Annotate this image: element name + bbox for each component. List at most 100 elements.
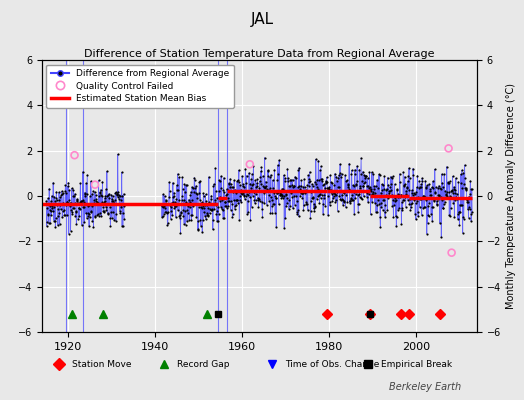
Point xyxy=(90,197,99,204)
Point xyxy=(53,202,61,209)
Point xyxy=(314,186,322,192)
Point xyxy=(54,209,63,216)
Point xyxy=(87,208,95,214)
Point xyxy=(352,190,360,197)
Point xyxy=(383,185,391,192)
Point xyxy=(460,216,468,222)
Point xyxy=(313,176,321,183)
Point xyxy=(114,188,123,195)
Point xyxy=(99,208,107,215)
Point xyxy=(237,191,246,198)
Point xyxy=(450,213,458,220)
Point xyxy=(274,171,282,177)
Point xyxy=(58,214,67,220)
Point xyxy=(174,207,182,213)
Point xyxy=(224,203,232,209)
Point xyxy=(263,202,271,208)
Point xyxy=(361,175,369,181)
Point xyxy=(56,221,64,227)
Point xyxy=(303,207,312,213)
Point xyxy=(71,208,80,215)
Point xyxy=(355,194,364,200)
Point xyxy=(434,192,443,198)
Point xyxy=(350,183,358,190)
Point xyxy=(107,198,116,204)
Point xyxy=(227,197,235,204)
Point xyxy=(397,192,405,198)
Point xyxy=(293,208,301,215)
Point xyxy=(382,187,390,194)
Point xyxy=(82,215,91,221)
Point xyxy=(47,198,55,204)
Point xyxy=(340,199,348,205)
Point xyxy=(399,182,408,188)
Point xyxy=(86,178,95,184)
Point xyxy=(322,179,331,186)
Point xyxy=(72,197,81,203)
Point xyxy=(402,184,411,190)
Point xyxy=(189,189,198,195)
Point xyxy=(214,211,223,217)
Point xyxy=(314,158,322,164)
Point xyxy=(228,201,236,208)
Point xyxy=(229,189,237,195)
Point xyxy=(182,182,191,188)
Point xyxy=(203,201,212,208)
Point xyxy=(49,208,57,215)
Point xyxy=(440,199,449,206)
Point xyxy=(362,173,370,180)
Point xyxy=(403,178,412,185)
Point xyxy=(373,209,381,216)
Point xyxy=(461,174,469,181)
Point xyxy=(303,201,311,208)
Y-axis label: Monthly Temperature Anomaly Difference (°C): Monthly Temperature Anomaly Difference (… xyxy=(507,83,517,309)
Point xyxy=(292,192,300,199)
Point xyxy=(419,192,428,199)
Point xyxy=(387,192,396,198)
Point xyxy=(116,193,124,199)
Point xyxy=(367,188,376,194)
Point xyxy=(157,201,166,208)
Point xyxy=(89,188,97,194)
Point xyxy=(422,184,431,190)
Point xyxy=(383,192,391,199)
Point xyxy=(464,214,473,221)
Point xyxy=(420,204,429,210)
Point xyxy=(268,210,277,216)
Point xyxy=(233,196,242,203)
Point xyxy=(225,198,234,204)
Point xyxy=(167,215,175,222)
Point xyxy=(172,203,180,210)
Point xyxy=(272,224,280,231)
Point xyxy=(64,201,72,208)
Point xyxy=(254,204,263,210)
Point xyxy=(255,196,263,203)
Point xyxy=(166,202,174,208)
Point xyxy=(209,183,217,189)
Point xyxy=(295,182,303,189)
Point xyxy=(330,190,338,196)
Point xyxy=(88,191,96,197)
Point xyxy=(445,189,453,195)
Point xyxy=(336,196,345,202)
Point xyxy=(346,196,355,202)
Point xyxy=(268,203,276,210)
Point xyxy=(215,198,224,204)
Point xyxy=(274,162,282,168)
Point xyxy=(426,192,434,199)
Point xyxy=(422,230,431,237)
Point xyxy=(91,214,100,220)
Point xyxy=(201,213,209,219)
Point xyxy=(288,182,296,188)
Point xyxy=(166,202,174,208)
Point xyxy=(245,188,254,194)
Point xyxy=(70,200,79,206)
Point xyxy=(116,210,125,216)
Point xyxy=(101,198,109,204)
Point xyxy=(97,199,106,205)
Point xyxy=(368,199,376,205)
Point xyxy=(334,174,343,181)
Point xyxy=(103,168,111,175)
Point xyxy=(463,197,471,204)
Point xyxy=(201,202,210,208)
